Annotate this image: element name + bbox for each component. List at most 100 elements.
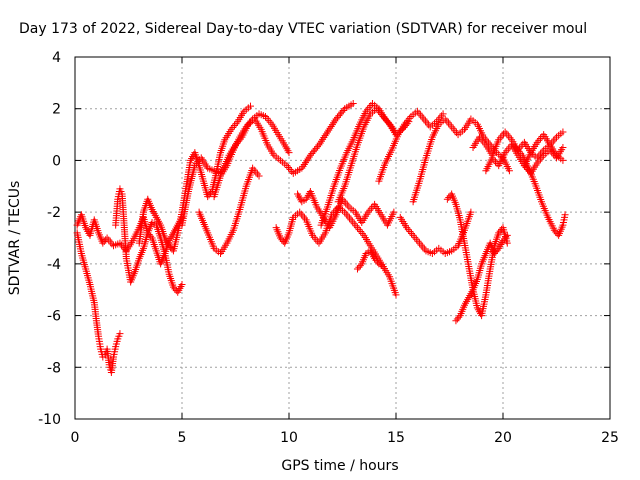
data-point-interp: [265, 116, 273, 124]
data-point: [332, 115, 340, 123]
data-point-interp: [335, 112, 343, 120]
data-point: [165, 242, 173, 250]
data-point-interp: [418, 113, 426, 121]
data-point-interp: [334, 113, 342, 121]
data-point-interp: [498, 132, 506, 140]
data-point-interp: [552, 228, 560, 236]
data-point-interp: [345, 214, 353, 222]
series-arc-k: [334, 105, 413, 206]
data-point-interp: [342, 210, 350, 218]
data-point: [443, 195, 451, 203]
series-arc-c: [112, 185, 186, 296]
data-point-interp: [453, 315, 461, 323]
series-arc-q: [452, 231, 511, 325]
data-point-interp: [408, 229, 416, 237]
y-tick-label: -6: [47, 309, 61, 325]
x-tick-label: 15: [387, 430, 405, 446]
data-point-interp: [343, 201, 351, 209]
data-point-interp: [496, 227, 504, 235]
y-axis-label: SDTVAR / TECUs: [7, 181, 23, 296]
series-arc-s: [482, 141, 567, 177]
y-tick-label: -10: [38, 412, 61, 428]
data-point-interp: [309, 148, 317, 156]
data-point-interp: [373, 258, 381, 266]
data-point: [559, 128, 567, 136]
data-point: [503, 231, 511, 239]
data-point: [204, 193, 212, 201]
data-point-interp: [339, 106, 347, 114]
series-arc-r: [469, 128, 567, 162]
data-point-interp: [504, 132, 512, 140]
x-axis-label: GPS time / hours: [281, 458, 398, 474]
data-point-interp: [536, 155, 544, 163]
data-point: [246, 102, 254, 110]
data-point: [347, 216, 355, 224]
data-point: [467, 208, 475, 216]
data-point: [550, 226, 558, 234]
plot-frame: [74, 56, 611, 420]
x-tick-label: 20: [494, 430, 512, 446]
data-point: [416, 239, 424, 247]
data-point: [448, 123, 456, 131]
data-point-interp: [443, 117, 451, 125]
data-point: [392, 291, 400, 299]
data-point-interp: [314, 143, 322, 151]
x-tick-label: 10: [280, 430, 298, 446]
data-point: [169, 283, 177, 291]
data-point-interp: [350, 220, 358, 228]
data-point-interp: [100, 237, 108, 245]
data-point-interp: [493, 246, 501, 254]
data-point: [452, 317, 460, 325]
data-point: [306, 151, 314, 159]
data-point-interp: [412, 235, 420, 243]
data-point-interp: [338, 108, 346, 116]
data-point-interp: [205, 191, 213, 199]
data-point: [409, 231, 417, 239]
data-point: [353, 224, 361, 232]
data-point: [371, 255, 379, 263]
data-point: [116, 330, 124, 338]
data-point: [99, 239, 107, 247]
data-point-interp: [357, 228, 365, 236]
data-point-interp: [311, 146, 319, 154]
data-point-interp: [355, 226, 363, 234]
data-point-interp: [449, 125, 457, 133]
data-point-interp: [414, 237, 422, 245]
data-point: [276, 234, 284, 242]
data-point: [379, 262, 387, 270]
data-point-interp: [105, 236, 113, 244]
data-point: [561, 211, 569, 219]
y-tick-label: -2: [47, 205, 61, 221]
data-point-interp: [436, 114, 444, 122]
series-arc-i: [294, 187, 398, 232]
series-arc-d: [135, 102, 254, 255]
data-point-interp: [352, 222, 360, 230]
data-point: [390, 208, 398, 216]
data-point-interp: [538, 153, 546, 161]
data-point-interp: [419, 243, 427, 251]
y-tick-label: -4: [47, 257, 61, 273]
data-point-interp: [503, 130, 511, 138]
data-point-interp: [230, 122, 238, 130]
data-point: [349, 100, 357, 108]
series-arc-u: [520, 131, 567, 170]
data-point-interp: [284, 164, 292, 172]
data-point-interp: [147, 232, 155, 240]
data-point: [490, 250, 498, 258]
data-point-interp: [312, 144, 320, 152]
y-tick-label: 4: [52, 50, 61, 66]
chart-title: Day 173 of 2022, Sidereal Day-to-day VTE…: [19, 21, 587, 37]
data-point-interp: [502, 233, 510, 241]
data-point-interp: [455, 313, 463, 321]
data-point-interp: [344, 212, 352, 220]
data-point: [501, 128, 509, 136]
data-point-interp: [492, 248, 500, 256]
series-arc-a: [73, 229, 124, 376]
data-point-interp: [446, 121, 454, 129]
y-tick-label: -8: [47, 360, 61, 376]
data-point-interp: [308, 150, 316, 158]
data-point: [420, 115, 428, 123]
data-point: [439, 110, 447, 118]
series-arc-l: [353, 247, 387, 273]
